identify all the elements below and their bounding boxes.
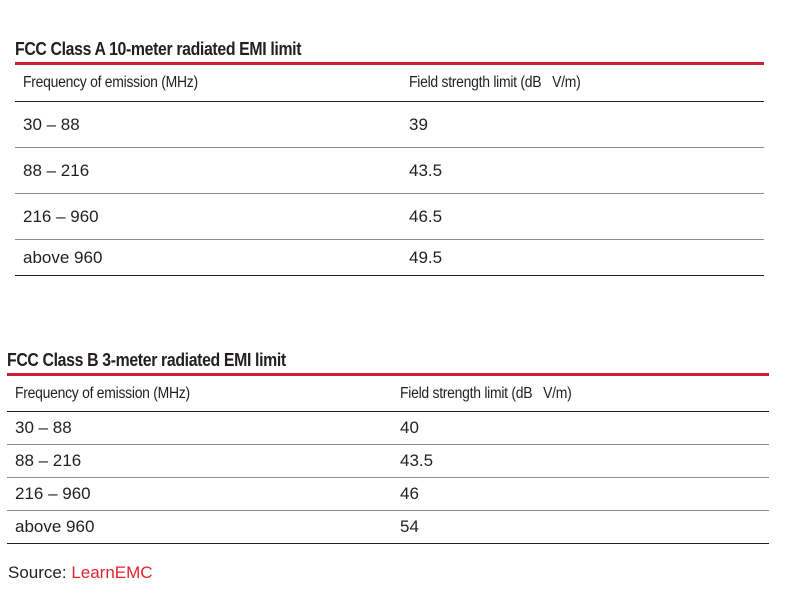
source-credit: Source: LearnEMC bbox=[8, 563, 153, 583]
frequency-cell: 30 – 88 bbox=[23, 114, 80, 134]
frequency-cell: 216 – 960 bbox=[23, 206, 99, 226]
table-title: FCC Class B 3-meter radiated EMI limit bbox=[7, 350, 286, 370]
frequency-cell: 88 – 216 bbox=[23, 160, 90, 180]
header-cell-field-strength: Field strength limit (dB V/m) bbox=[409, 74, 581, 91]
table-row: 30 – 88 39 bbox=[15, 102, 764, 148]
table-row: 30 – 88 40 bbox=[7, 412, 769, 445]
table-row: 88 – 216 43.5 bbox=[15, 148, 764, 194]
limit-cell: 40 bbox=[400, 418, 419, 437]
table-class-b: FCC Class B 3-meter radiated EMI limit F… bbox=[7, 347, 769, 544]
table-row: above 960 49.5 bbox=[15, 240, 764, 276]
table-header-row: Frequency of emission (MHz) Field streng… bbox=[7, 376, 769, 412]
source-label: Source: bbox=[8, 563, 72, 582]
table-row: 88 – 216 43.5 bbox=[7, 445, 769, 478]
table-row: above 960 54 bbox=[7, 511, 769, 544]
frequency-cell: 88 – 216 bbox=[15, 451, 82, 470]
table-class-a: FCC Class A 10-meter radiated EMI limit … bbox=[15, 36, 764, 276]
limit-cell: 46 bbox=[400, 484, 419, 503]
frequency-cell: 30 – 88 bbox=[15, 418, 72, 437]
header-cell-frequency: Frequency of emission (MHz) bbox=[23, 74, 198, 91]
limit-cell: 49.5 bbox=[409, 247, 443, 267]
table-header-row: Frequency of emission (MHz) Field streng… bbox=[15, 65, 764, 102]
title-divider bbox=[7, 373, 769, 376]
table-title: FCC Class A 10-meter radiated EMI limit bbox=[15, 39, 302, 59]
table-row: 216 – 960 46.5 bbox=[15, 194, 764, 240]
frequency-cell: above 960 bbox=[23, 247, 103, 267]
table-row: 216 – 960 46 bbox=[7, 478, 769, 511]
limit-cell: 43.5 bbox=[409, 160, 443, 180]
header-cell-frequency: Frequency of emission (MHz) bbox=[15, 384, 190, 402]
frequency-cell: 216 – 960 bbox=[15, 484, 91, 503]
header-cell-field-strength: Field strength limit (dB V/m) bbox=[400, 384, 572, 402]
source-link[interactable]: LearnEMC bbox=[71, 563, 153, 582]
frequency-cell: above 960 bbox=[15, 517, 95, 536]
limit-cell: 39 bbox=[409, 114, 428, 134]
limit-cell: 54 bbox=[400, 517, 419, 536]
limit-cell: 46.5 bbox=[409, 206, 443, 226]
title-divider bbox=[15, 62, 764, 65]
limit-cell: 43.5 bbox=[400, 451, 434, 470]
